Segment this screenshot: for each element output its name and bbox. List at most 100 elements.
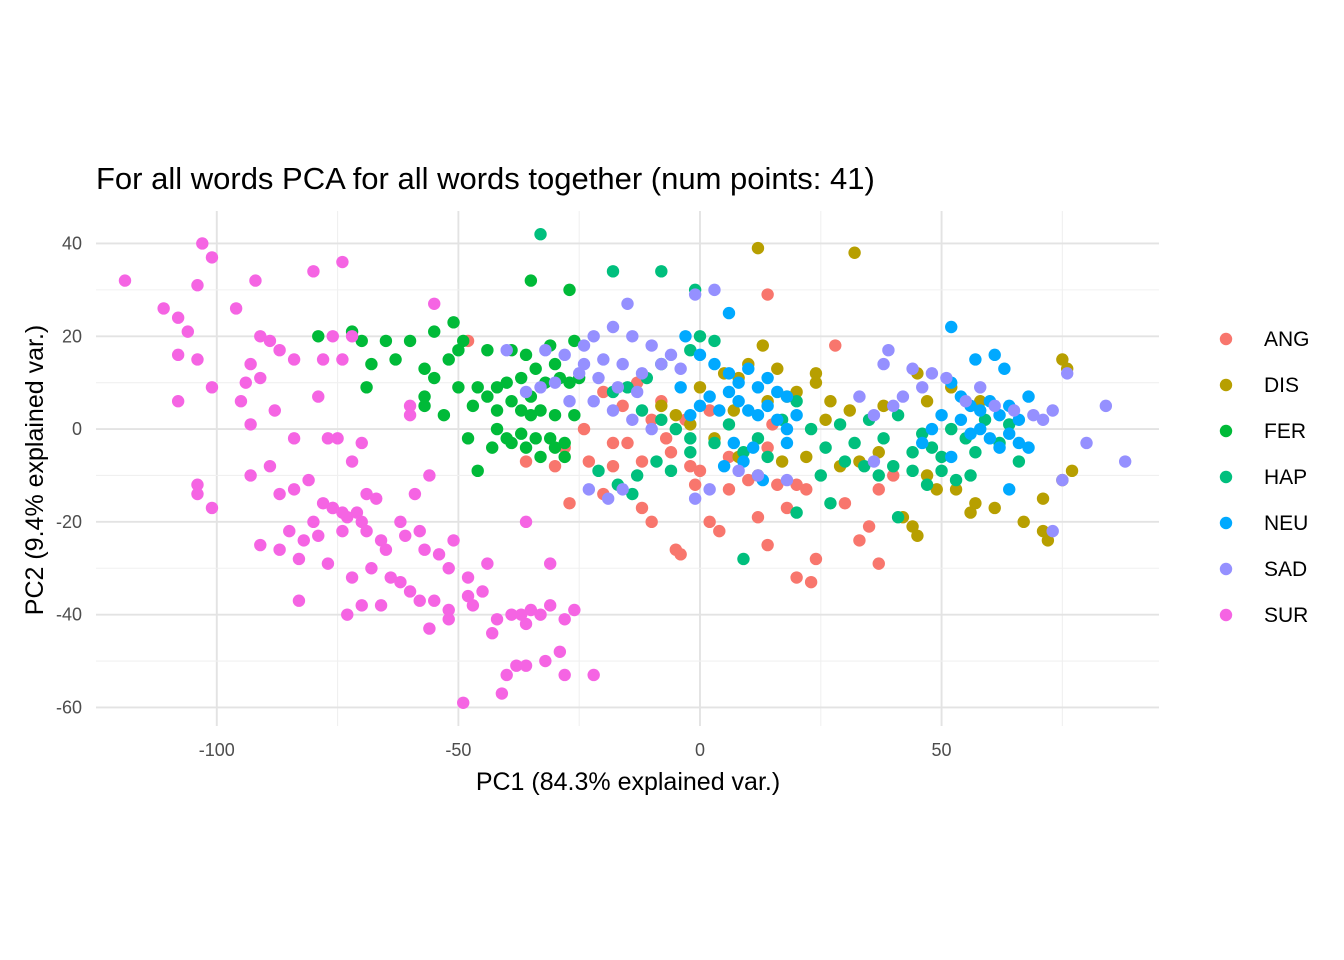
legend-key <box>1219 516 1233 530</box>
data-point <box>877 357 890 371</box>
data-point <box>543 599 557 612</box>
data-point <box>882 343 895 357</box>
data-point <box>447 534 460 547</box>
data-point <box>379 543 393 556</box>
data-point <box>606 265 620 278</box>
data-point <box>935 464 948 478</box>
data-point <box>732 464 745 478</box>
data-point <box>486 627 499 640</box>
data-point <box>582 483 596 496</box>
data-point <box>1099 399 1113 413</box>
data-point <box>645 422 658 436</box>
data-point <box>249 274 262 287</box>
data-point <box>563 395 576 408</box>
data-point <box>751 241 765 255</box>
data-point <box>809 376 823 389</box>
data-point <box>887 469 900 482</box>
data-point <box>1027 408 1040 422</box>
data-point <box>829 339 842 352</box>
data-point <box>790 408 803 422</box>
data-point <box>906 446 919 459</box>
data-point <box>722 367 736 380</box>
data-point <box>263 334 277 348</box>
data-point <box>722 418 736 431</box>
data-point <box>490 613 504 626</box>
data-point <box>471 464 484 478</box>
data-point <box>761 441 774 454</box>
data-point <box>708 357 721 371</box>
data-point <box>1012 436 1026 450</box>
data-point <box>920 478 934 491</box>
data-point <box>597 353 610 366</box>
data-point <box>964 427 977 440</box>
data-point <box>519 441 533 454</box>
data-point <box>703 404 716 417</box>
data-point <box>949 483 963 496</box>
data-point <box>505 395 518 408</box>
data-point <box>867 408 881 422</box>
data-point <box>287 353 301 366</box>
data-point <box>684 408 697 422</box>
data-point <box>534 450 547 464</box>
data-point <box>418 390 431 403</box>
data-point <box>853 390 866 403</box>
data-point <box>534 404 547 417</box>
legend-item-sur: SUR <box>1219 604 1308 627</box>
data-point <box>515 608 528 621</box>
data-point <box>761 288 774 301</box>
data-point <box>171 311 185 324</box>
data-point <box>360 381 373 394</box>
data-point <box>891 511 905 524</box>
data-point <box>466 399 480 413</box>
data-point <box>601 492 615 505</box>
data-point <box>761 450 774 464</box>
legend-key <box>1219 332 1233 346</box>
data-point <box>205 251 219 264</box>
data-point <box>592 464 605 478</box>
data-point <box>940 371 953 385</box>
data-point <box>244 418 257 431</box>
data-point <box>616 483 629 496</box>
data-point <box>490 404 504 417</box>
data-point <box>418 362 431 375</box>
data-point <box>568 603 581 617</box>
data-point <box>1060 367 1074 380</box>
data-point <box>292 552 306 566</box>
data-point <box>297 534 310 547</box>
data-point <box>998 362 1011 375</box>
data-point <box>500 376 513 389</box>
data-point <box>674 362 687 375</box>
data-point <box>1007 404 1021 417</box>
data-point <box>500 668 513 682</box>
data-point <box>737 455 750 468</box>
data-point <box>887 399 900 413</box>
data-point <box>302 473 315 487</box>
legend-label: NEU <box>1264 512 1308 535</box>
data-point <box>157 302 170 315</box>
data-point <box>988 348 1001 362</box>
data-point <box>824 395 837 408</box>
data-point <box>254 371 267 385</box>
data-point <box>423 622 436 635</box>
data-point <box>974 404 987 417</box>
legend-label: HAP <box>1264 466 1307 489</box>
legend-label: ANG <box>1264 328 1310 351</box>
data-point <box>804 575 818 589</box>
data-point <box>969 497 982 510</box>
data-point <box>355 599 368 612</box>
data-point <box>558 613 571 626</box>
x-tick-label: 50 <box>932 740 952 760</box>
data-point <box>751 408 765 422</box>
data-point <box>205 501 219 515</box>
data-point <box>287 432 301 445</box>
data-point <box>945 422 958 436</box>
data-point <box>1022 441 1035 454</box>
data-point <box>515 371 528 385</box>
data-point <box>703 390 716 403</box>
data-point <box>399 529 412 542</box>
data-point <box>809 367 823 380</box>
data-point <box>384 571 397 584</box>
data-point <box>389 353 402 366</box>
data-point <box>196 237 209 250</box>
